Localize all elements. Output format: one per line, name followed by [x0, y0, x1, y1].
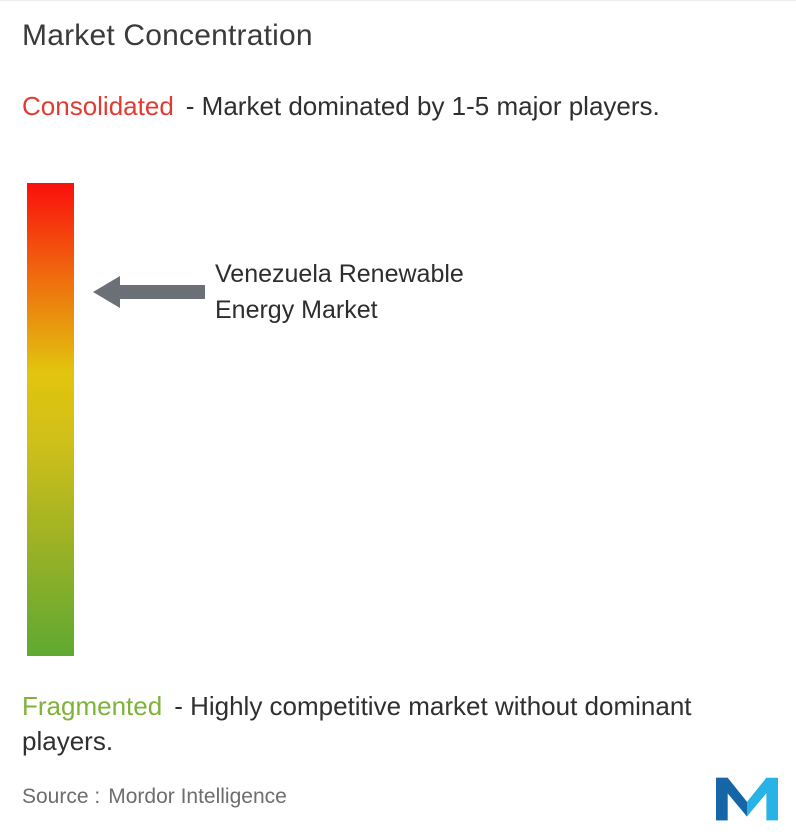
source-name: Mordor Intelligence — [108, 785, 287, 808]
consolidated-text: - Market dominated by 1-5 major players. — [185, 91, 660, 121]
consolidated-description: Consolidated - Market dominated by 1-5 ma… — [22, 89, 774, 124]
page-title: Market Concentration — [22, 19, 313, 52]
concentration-gradient-bar — [27, 183, 74, 656]
mordor-intelligence-logo-icon — [716, 777, 778, 821]
consolidated-term: Consolidated — [22, 91, 174, 121]
annotation-label: Venezuela Renewable Energy Market — [215, 260, 464, 324]
fragmented-text: - Highly competitive market without domi… — [22, 691, 692, 756]
source-prefix: Source : — [22, 785, 101, 808]
market-annotation: Venezuela Renewable Energy Market — [93, 256, 545, 328]
left-arrow-icon — [93, 276, 205, 308]
fragmented-description: Fragmented - Highly competitive market wi… — [22, 689, 774, 759]
fragmented-term: Fragmented — [22, 691, 163, 721]
source-attribution: Source : Mordor Intelligence — [22, 785, 287, 809]
